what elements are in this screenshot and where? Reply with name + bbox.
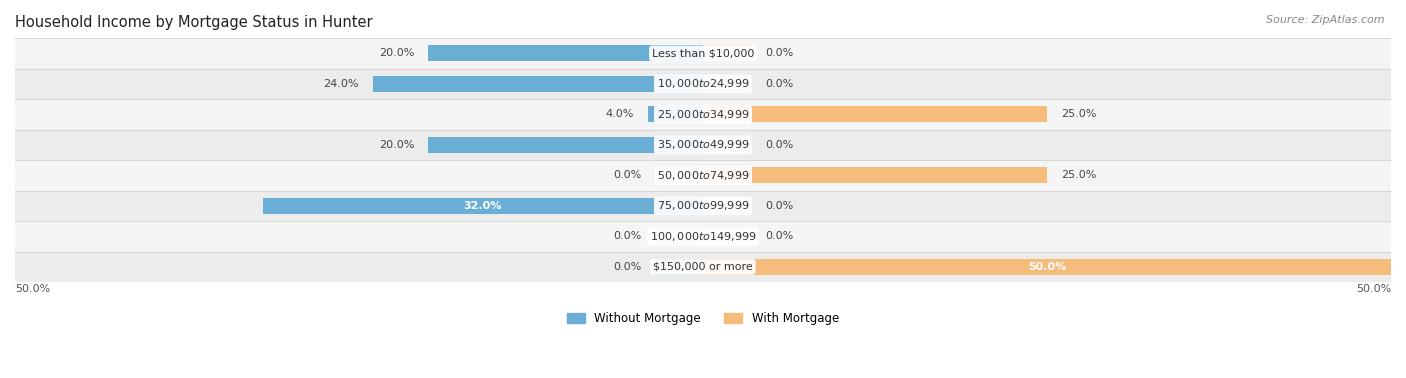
Text: 0.0%: 0.0% bbox=[765, 231, 793, 242]
Text: 4.0%: 4.0% bbox=[606, 109, 634, 119]
Bar bbox=[15, 221, 1391, 252]
Bar bbox=[15, 160, 1391, 191]
Text: 0.0%: 0.0% bbox=[765, 140, 793, 150]
Text: 32.0%: 32.0% bbox=[464, 201, 502, 211]
Text: $10,000 to $24,999: $10,000 to $24,999 bbox=[657, 77, 749, 90]
Text: 24.0%: 24.0% bbox=[323, 79, 359, 89]
Bar bbox=[703, 228, 751, 244]
Bar bbox=[15, 252, 1391, 282]
Text: 0.0%: 0.0% bbox=[765, 48, 793, 58]
Bar bbox=[703, 259, 1391, 275]
Bar bbox=[15, 69, 1391, 99]
Bar bbox=[655, 259, 703, 275]
Text: 0.0%: 0.0% bbox=[765, 201, 793, 211]
Text: 50.0%: 50.0% bbox=[15, 284, 51, 294]
Text: $100,000 to $149,999: $100,000 to $149,999 bbox=[650, 230, 756, 243]
Text: Source: ZipAtlas.com: Source: ZipAtlas.com bbox=[1267, 15, 1385, 25]
Bar bbox=[263, 198, 703, 214]
Bar bbox=[703, 167, 1047, 183]
Bar bbox=[15, 130, 1391, 160]
Bar bbox=[427, 45, 703, 61]
Text: $35,000 to $49,999: $35,000 to $49,999 bbox=[657, 138, 749, 152]
Bar bbox=[15, 38, 1391, 69]
Text: $50,000 to $74,999: $50,000 to $74,999 bbox=[657, 169, 749, 182]
Text: $25,000 to $34,999: $25,000 to $34,999 bbox=[657, 108, 749, 121]
Text: 25.0%: 25.0% bbox=[1060, 109, 1097, 119]
Text: Less than $10,000: Less than $10,000 bbox=[652, 48, 754, 58]
Text: 0.0%: 0.0% bbox=[765, 79, 793, 89]
Text: 20.0%: 20.0% bbox=[378, 140, 413, 150]
Text: 25.0%: 25.0% bbox=[1060, 170, 1097, 180]
Text: 50.0%: 50.0% bbox=[1028, 262, 1066, 272]
Bar bbox=[648, 107, 703, 122]
Bar bbox=[703, 137, 751, 153]
Text: 0.0%: 0.0% bbox=[613, 231, 641, 242]
Bar bbox=[703, 198, 751, 214]
Bar bbox=[15, 191, 1391, 221]
Bar bbox=[655, 228, 703, 244]
Bar bbox=[655, 167, 703, 183]
Bar bbox=[15, 99, 1391, 130]
Text: $150,000 or more: $150,000 or more bbox=[654, 262, 752, 272]
Text: 0.0%: 0.0% bbox=[613, 262, 641, 272]
Text: Household Income by Mortgage Status in Hunter: Household Income by Mortgage Status in H… bbox=[15, 15, 373, 30]
Bar bbox=[427, 137, 703, 153]
Bar bbox=[703, 76, 751, 92]
Text: 50.0%: 50.0% bbox=[1355, 284, 1391, 294]
Text: 0.0%: 0.0% bbox=[613, 170, 641, 180]
Legend: Without Mortgage, With Mortgage: Without Mortgage, With Mortgage bbox=[562, 308, 844, 330]
Bar bbox=[373, 76, 703, 92]
Bar bbox=[703, 45, 751, 61]
Bar bbox=[703, 107, 1047, 122]
Text: $75,000 to $99,999: $75,000 to $99,999 bbox=[657, 200, 749, 212]
Text: 20.0%: 20.0% bbox=[378, 48, 413, 58]
